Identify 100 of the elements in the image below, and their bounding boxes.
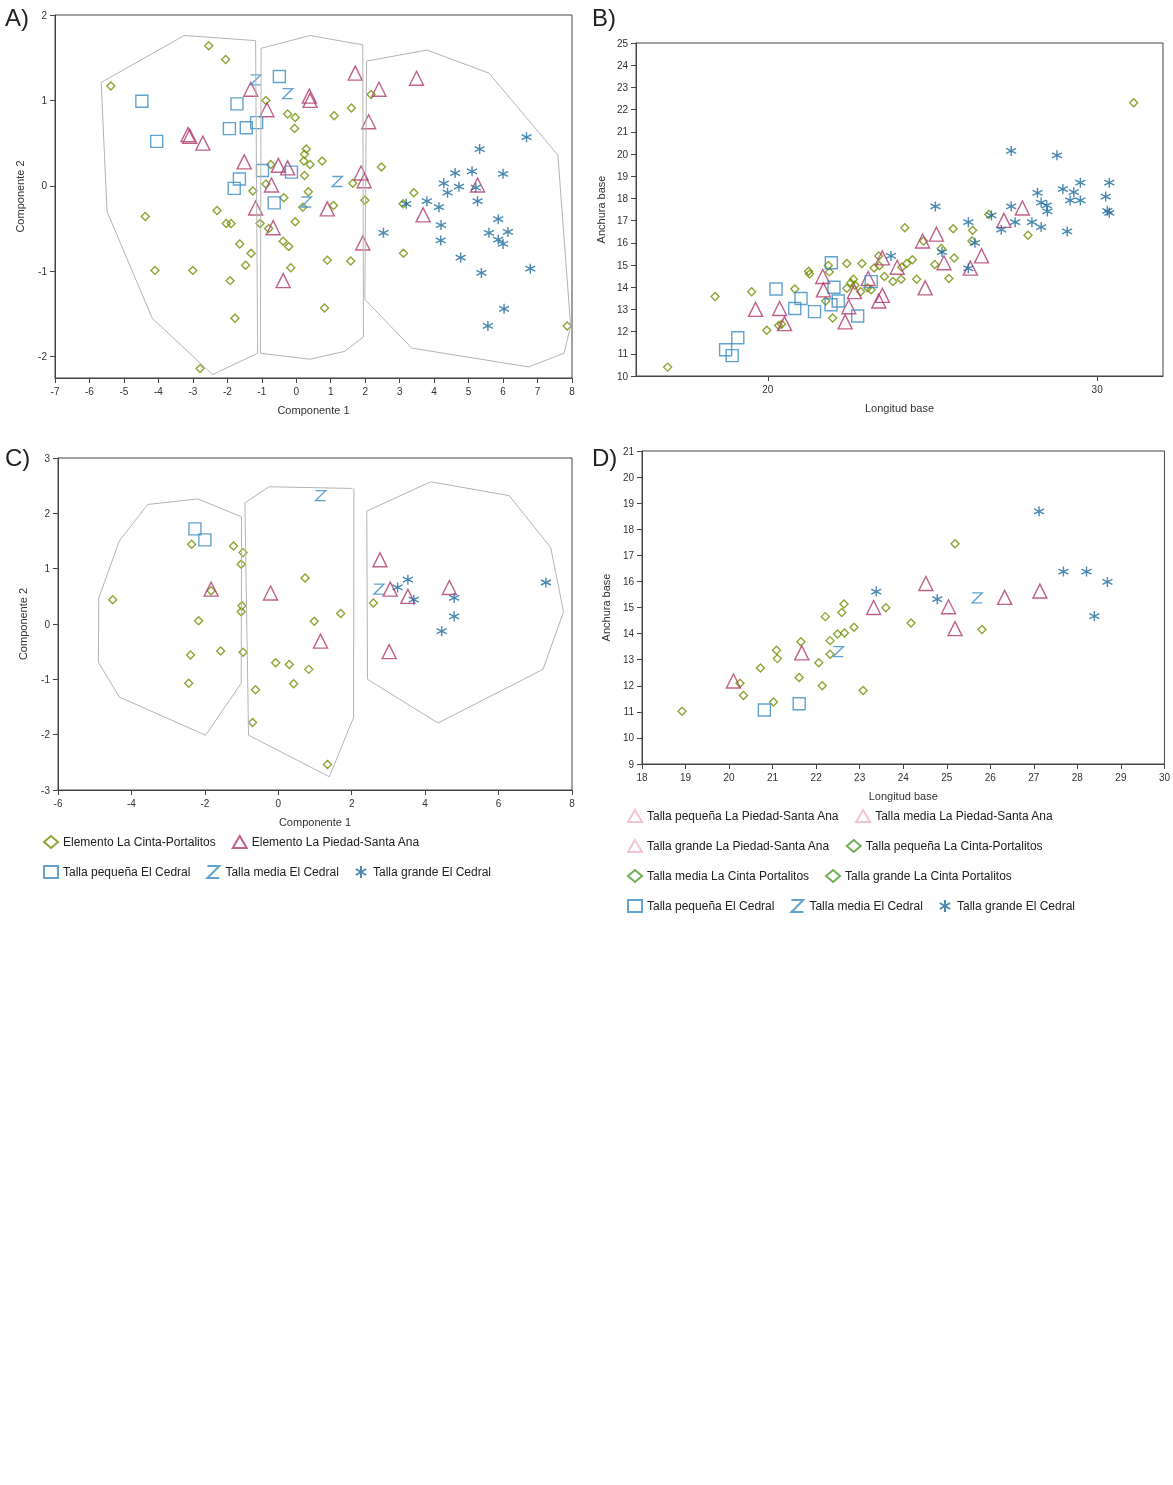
legend-label: Talla grande La Piedad-Santa Ana xyxy=(647,839,830,853)
x-tick-label: 24 xyxy=(897,771,910,783)
y-tick-label: 14 xyxy=(622,628,635,640)
y-tick-label: 9 xyxy=(628,758,635,770)
legend-label: Talla pequeña El Cedral xyxy=(63,865,191,879)
y-tick-label: 16 xyxy=(616,237,629,249)
legend-label: Talla grande La Cinta Portalitos xyxy=(845,869,1012,883)
x-tick-label: 2 xyxy=(362,385,369,397)
x-tick-label: 2 xyxy=(348,797,355,809)
y-tick-label: 16 xyxy=(622,575,635,587)
legend-label: Talla media El Cedral xyxy=(809,899,923,913)
y-tick-label: 17 xyxy=(622,549,635,561)
legend-label: Elemento La Cinta-Portalitos xyxy=(63,835,216,849)
x-tick-label: 8 xyxy=(569,385,576,397)
y-tick-label: 24 xyxy=(616,59,629,71)
x-tick-label: 20 xyxy=(762,383,774,395)
legend-label: Elemento La Piedad-Santa Ana xyxy=(251,835,420,849)
y-tick-label: 2 xyxy=(44,507,51,519)
y-tick-label: 14 xyxy=(616,281,629,293)
y-tick-label: 21 xyxy=(616,126,629,138)
chart-title: A) xyxy=(5,3,29,31)
x-tick-label: -4 xyxy=(126,797,137,809)
y-tick-label: 15 xyxy=(616,259,629,271)
x-tick-label: 25 xyxy=(941,771,953,783)
y-tick-label: 2 xyxy=(41,9,48,21)
x-tick-label: 4 xyxy=(422,797,429,809)
x-tick-label: 4 xyxy=(431,385,438,397)
y-tick-label: 1 xyxy=(41,94,48,106)
x-axis-title: Longitud base xyxy=(864,401,935,414)
y-tick-label: -1 xyxy=(41,673,51,685)
chart-title: B) xyxy=(592,3,616,31)
x-axis-title: Longitud base xyxy=(868,789,938,802)
x-tick-label: 5 xyxy=(465,385,472,397)
y-tick-label: 0 xyxy=(44,618,51,630)
x-tick-label: -7 xyxy=(50,385,60,397)
x-tick-label: -5 xyxy=(119,385,129,397)
y-tick-label: 15 xyxy=(622,602,635,613)
y-tick-label: 20 xyxy=(622,471,635,483)
y-tick-label: 23 xyxy=(616,81,629,93)
x-tick-label: -1 xyxy=(257,385,267,397)
x-tick-label: 19 xyxy=(679,771,692,783)
x-tick-label: -6 xyxy=(85,385,95,397)
y-tick-label: 10 xyxy=(616,370,629,382)
x-tick-label: 26 xyxy=(984,771,997,783)
y-tick-label: -1 xyxy=(38,265,48,277)
x-tick-label: 27 xyxy=(1028,771,1040,783)
y-tick-label: -2 xyxy=(41,729,51,741)
y-tick-label: 11 xyxy=(623,706,635,718)
y-tick-label: 3 xyxy=(44,452,51,464)
y-tick-label: 19 xyxy=(616,170,629,182)
x-tick-label: 0 xyxy=(275,797,282,809)
x-tick-label: 28 xyxy=(1071,771,1084,783)
legend-label: Talla media La Piedad-Santa Ana xyxy=(875,809,1053,823)
y-tick-label: 19 xyxy=(622,497,635,509)
legend-label: Talla grande El Cedral xyxy=(956,899,1076,913)
legend-label: Talla pequeña El Cedral xyxy=(647,899,775,913)
legend-label: Talla media La Cinta Portalitos xyxy=(647,869,810,883)
x-tick-label: 20 xyxy=(723,771,736,783)
legend-label: Talla pequeña La Cinta-Portalitos xyxy=(865,839,1043,853)
y-tick-label: 25 xyxy=(616,37,629,49)
x-tick-label: 22 xyxy=(810,771,823,783)
x-tick-label: 18 xyxy=(636,771,648,783)
legend-label: Talla pequeña La Piedad-Santa Ana xyxy=(647,809,839,823)
x-axis-title: Componente 1 xyxy=(278,815,352,828)
x-tick-label: -3 xyxy=(188,385,198,397)
x-tick-label: 6 xyxy=(500,385,507,397)
x-tick-label: 1 xyxy=(327,385,334,397)
y-tick-label: 0 xyxy=(41,180,48,192)
x-axis-title: Componente 1 xyxy=(277,403,350,416)
y-tick-label: 10 xyxy=(622,732,635,744)
y-tick-label: 20 xyxy=(616,148,629,160)
y-axis-title: Componente 2 xyxy=(16,587,29,661)
y-axis-title: Anchura base xyxy=(600,573,613,642)
x-tick-label: 21 xyxy=(767,771,779,783)
y-axis-title: Anchura base xyxy=(594,175,607,244)
y-tick-label: 13 xyxy=(622,654,635,666)
y-tick-label: 18 xyxy=(622,523,635,535)
x-tick-label: -2 xyxy=(222,385,233,397)
x-tick-label: 6 xyxy=(495,797,502,809)
legend-label: Talla grande El Cedral xyxy=(372,865,492,879)
y-axis-title: Componente 2 xyxy=(13,160,26,233)
y-tick-label: 22 xyxy=(616,104,629,116)
y-tick-label: 17 xyxy=(616,215,629,227)
chart-title: C) xyxy=(5,443,31,471)
y-tick-label: 11 xyxy=(617,348,629,360)
y-tick-label: 18 xyxy=(616,192,629,204)
x-tick-label: 0 xyxy=(293,385,300,397)
y-tick-label: 12 xyxy=(622,680,635,692)
y-tick-label: -3 xyxy=(41,784,51,796)
x-tick-label: 23 xyxy=(854,771,866,783)
x-tick-label: 7 xyxy=(534,385,541,397)
legend-label: Talla media El Cedral xyxy=(225,865,339,879)
x-tick-label: -2 xyxy=(200,797,210,809)
x-tick-label: -6 xyxy=(53,797,63,809)
y-tick-label: 21 xyxy=(622,445,635,457)
x-tick-label: 8 xyxy=(569,797,576,809)
y-tick-label: -2 xyxy=(38,351,48,363)
x-tick-label: -4 xyxy=(153,385,164,397)
y-tick-label: 12 xyxy=(616,326,629,338)
y-tick-label: 13 xyxy=(616,303,629,315)
